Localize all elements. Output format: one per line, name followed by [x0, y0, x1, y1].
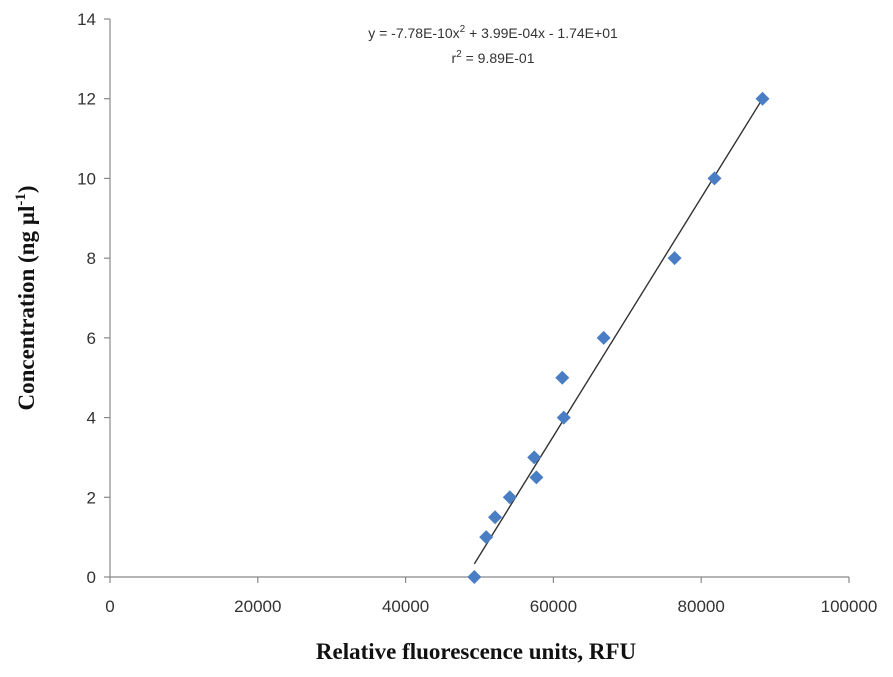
x-axis-title: Relative fluorescence units, RFU	[316, 639, 637, 664]
trendline	[473, 98, 764, 565]
data-point	[529, 470, 544, 485]
data-point	[527, 450, 542, 465]
y-tick-label: 12	[77, 90, 96, 109]
y-tick-label: 10	[77, 169, 96, 188]
x-tick-label: 40000	[382, 597, 429, 616]
trendline-equation: y = -7.78E-10x2 + 3.99E-04x - 1.74E+01	[368, 24, 618, 41]
y-tick-label: 4	[87, 409, 96, 428]
y-tick-label: 2	[87, 488, 96, 507]
y-tick-label: 8	[87, 249, 96, 268]
y-tick-label: 0	[87, 568, 96, 587]
axes	[104, 18, 850, 583]
data-point	[667, 251, 682, 266]
y-tick-label: 6	[87, 329, 96, 348]
data-point	[707, 171, 722, 186]
data-point	[596, 330, 611, 345]
data-point	[479, 530, 494, 545]
data-point	[488, 510, 503, 525]
data-point	[755, 91, 770, 106]
data-point	[555, 370, 570, 385]
data-point	[502, 490, 517, 505]
r-squared-label: r2 = 9.89E-01	[451, 49, 534, 66]
y-tick-label: 14	[77, 10, 96, 29]
data-points	[467, 91, 770, 584]
x-tick-label: 80000	[678, 597, 725, 616]
data-point	[556, 410, 571, 425]
tick-labels: 0 2 4 6 8 10 12 14 0 20000 40000 60000 80000 100000	[77, 10, 877, 616]
x-tick-label: 0	[105, 597, 114, 616]
y-axis-title: Concentration (ng µl-1)	[13, 185, 39, 410]
trendline-group	[473, 98, 764, 565]
data-point	[467, 570, 482, 584]
x-tick-label: 20000	[234, 597, 281, 616]
x-tick-label: 60000	[530, 597, 577, 616]
x-tick-label: 100000	[821, 597, 878, 616]
